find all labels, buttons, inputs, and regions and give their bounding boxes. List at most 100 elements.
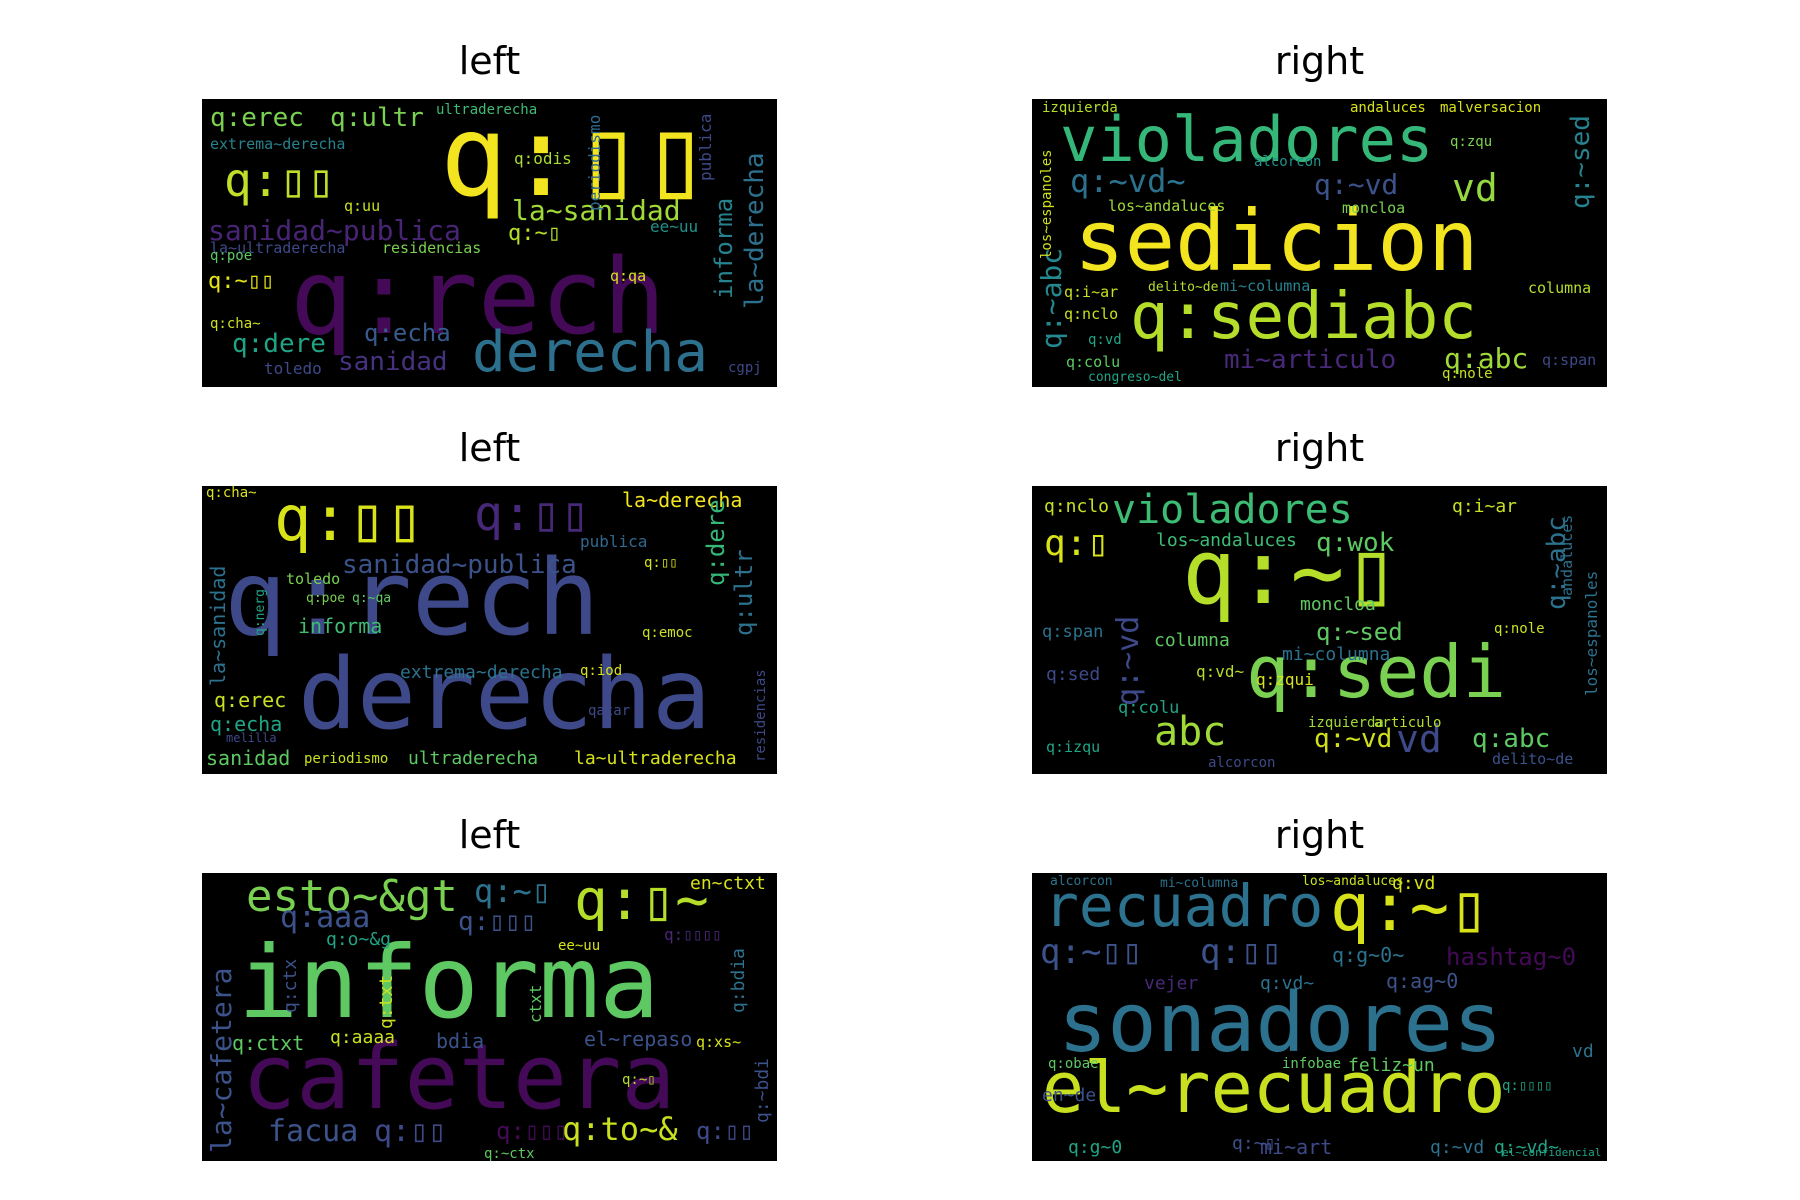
cloud-word: q:o~&g — [326, 929, 392, 950]
cloud-word: q:colu — [1066, 353, 1121, 371]
cloud-word: q:▯▯▯ — [458, 907, 537, 937]
cloud-word: facua — [268, 1114, 359, 1149]
cloud-word: en~de — [1042, 1085, 1097, 1106]
cloud-word: q:obae — [1048, 1056, 1099, 1072]
cloud-word: q:~bdi — [752, 1057, 773, 1123]
cloud-word: publica — [580, 532, 648, 551]
cloud-word: q:▯▯ — [224, 153, 335, 207]
cloud-word: q:poe — [210, 248, 253, 264]
cloud-word: violadores — [1060, 103, 1434, 176]
word-cloud: informa cafetera esto~&gt q:~▯ q:▯~ en~c… — [202, 873, 777, 1161]
cloud-word: q:~vd — [1111, 615, 1146, 706]
cloud-word: q:colu — [1118, 698, 1180, 718]
cloud-word: alcorcon — [1254, 154, 1322, 170]
cloud-word: q:iod — [580, 663, 623, 679]
cloud-word: q:~▯ — [508, 221, 561, 246]
cloud-word: q:cha~ — [206, 486, 257, 501]
cloud-word: q:▯▯ — [474, 486, 590, 542]
cloud-word: q:vd — [1392, 873, 1436, 894]
cloud-word: q:~▯ — [1232, 1133, 1276, 1154]
cloud-word: alcorcon — [1050, 874, 1113, 889]
cloud-word: informa — [298, 614, 383, 638]
cloud-word: derecha — [298, 638, 712, 752]
cloud-word: informa — [710, 197, 738, 299]
cloud-word: la~cafetera — [205, 967, 238, 1153]
cloud-word: q:~▯▯ — [208, 269, 275, 294]
cloud-word: residencias — [382, 239, 482, 257]
panel-title: left — [458, 426, 521, 470]
cloud-word: q:abc — [1444, 342, 1529, 375]
cloud-word: q:vd — [1088, 332, 1122, 348]
cloud-word: mi~columna — [1160, 876, 1239, 891]
panel-title: left — [458, 813, 521, 857]
cloud-word: q:▯▯ — [644, 555, 678, 571]
cloud-word: q:▯▯ — [274, 486, 424, 555]
word-cloud: sedicion violadores q:sediabc q:~vd~ vd … — [1032, 99, 1607, 387]
cloud-word: q:zqu — [1450, 134, 1493, 150]
cloud-word: el~confidencial — [1502, 1146, 1602, 1159]
cloud-word: los~espanoles — [1582, 570, 1601, 696]
cloud-word: la~sanidad — [206, 565, 230, 686]
cloud-word: q:ultr — [330, 103, 424, 133]
cloud-word: q:aaa — [280, 900, 371, 935]
cloud-word: publica — [696, 113, 715, 181]
cloud-word: sonadores — [1058, 976, 1503, 1071]
cloud-word: q:sedi — [1246, 630, 1507, 714]
cloud-word: sanidad — [338, 347, 448, 377]
cloud-word: ultraderecha — [436, 102, 538, 118]
cloud-word: izquierda — [1042, 100, 1118, 116]
cloud-word: q:▯▯ — [1200, 932, 1282, 972]
cloud-word: melilla — [226, 731, 277, 745]
cloud-word: q:vd~ — [1260, 973, 1315, 994]
cloud-word: q:qa — [610, 267, 647, 285]
cloud-word: q:ag~0 — [1386, 969, 1459, 993]
cloud-word: q:▯▯▯▯ — [664, 925, 722, 944]
cloud-word: toledo — [286, 570, 341, 588]
cloud-word: la~derecha — [622, 488, 743, 512]
cloud-word: q:izqu — [1046, 738, 1101, 756]
cloud-word: izquierda — [1308, 715, 1384, 731]
cloud-word: q:odis — [514, 149, 572, 168]
cloud-word: q:emoc — [642, 625, 693, 641]
cloud-word: periodismo — [304, 751, 389, 767]
cloud-word: el~repaso — [584, 1027, 693, 1051]
cloud-word: q:ultr — [730, 549, 758, 636]
cloud-word: q:span — [1542, 351, 1597, 369]
cloud-word: qatar — [588, 703, 631, 719]
word-cloud: q:rech derecha q:▯▯ q:▯▯ sanidad~publica… — [202, 486, 777, 774]
cloud-word: infobae — [1282, 1056, 1342, 1072]
cloud-word: q:txt — [376, 974, 397, 1029]
cloud-word: q:to~& — [562, 1110, 678, 1148]
cloud-word: mi~articulo — [1224, 345, 1397, 375]
panel-title: right — [1274, 813, 1365, 857]
cloud-word: q:~abc — [1035, 247, 1068, 349]
cloud-word: q:nerg — [253, 589, 268, 636]
cloud-word: ee~uu — [558, 938, 601, 954]
cloud-word: moncloa — [1300, 594, 1376, 615]
cloud-word: q:▯▯ — [440, 99, 710, 222]
cloud-word: q:wok — [1316, 528, 1395, 558]
cloud-word: la~ultraderecha — [210, 239, 346, 257]
cloud-word: moncloa — [1342, 199, 1406, 217]
cloud-word: sanidad~publica — [208, 214, 461, 247]
cloud-word: congreso~del — [1088, 370, 1182, 385]
cloud-word: q:~sed — [1566, 115, 1596, 209]
cloud-word: q:g~0 — [1068, 1137, 1123, 1158]
cloud-word: q:i~ar — [1064, 283, 1119, 301]
cloud-word: q:~vd — [1314, 724, 1393, 754]
cloud-word: q:aaaa — [330, 1027, 396, 1048]
cloud-word: q:rech — [224, 537, 600, 659]
cloud-word: en~ctxt — [690, 873, 766, 894]
cloud-word: q:g~0~ — [1332, 943, 1405, 967]
cloud-word: q:erec — [210, 103, 304, 133]
cloud-word: los~andaluces — [1156, 530, 1297, 551]
cloud-word: ee~uu — [650, 217, 699, 236]
cloud-word: q:echa — [210, 712, 283, 736]
cloud-word: q:▯▯ — [374, 1114, 447, 1149]
cloud-word: q:ctx — [280, 958, 301, 1013]
cloud-word: alcorcon — [1208, 755, 1276, 771]
cloud-word: q:nclo — [1064, 305, 1119, 323]
cloud-word: q:~vd — [1430, 1137, 1485, 1158]
cloud-word: q:~▯▯ — [1040, 932, 1143, 972]
cloud-word: los~andaluces — [1108, 197, 1226, 215]
